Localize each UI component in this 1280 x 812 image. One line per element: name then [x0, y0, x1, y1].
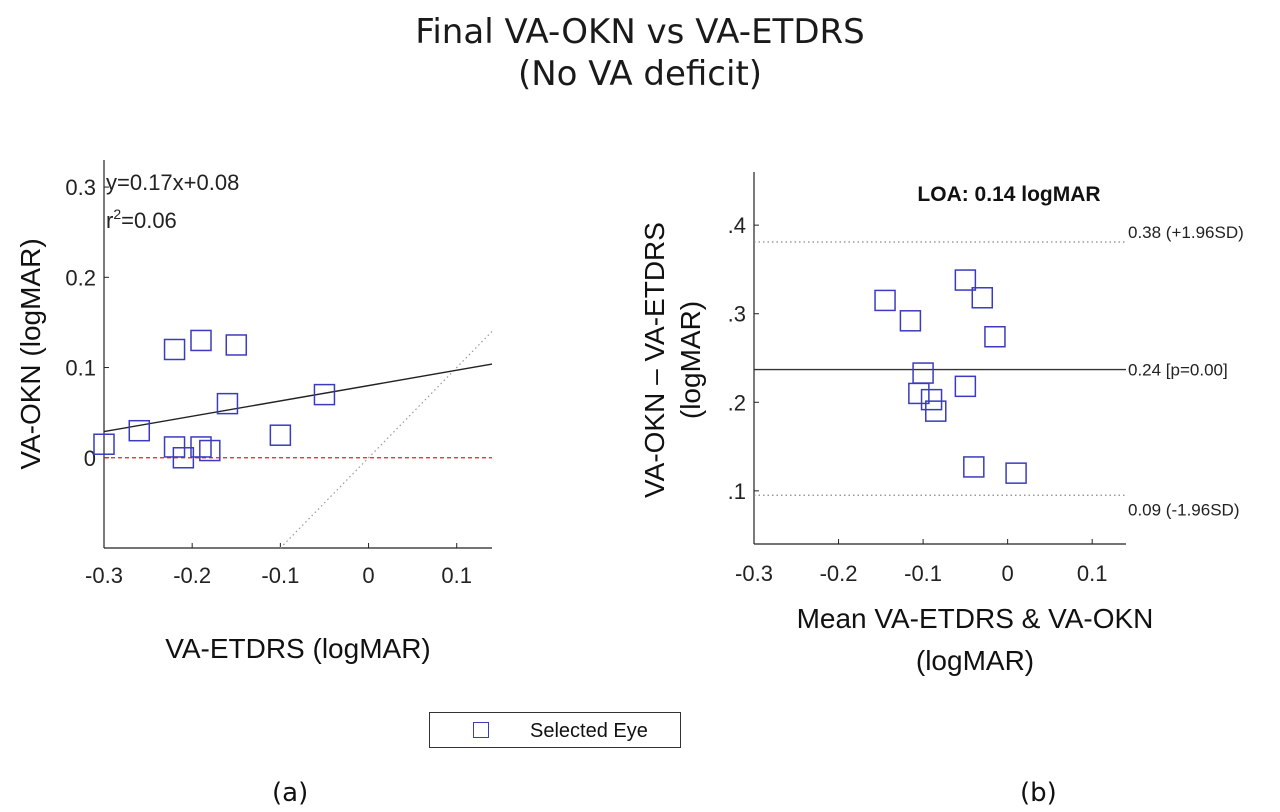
panel-a-data-point [163, 436, 186, 458]
panel-b-x-axis-label-line1: Mean VA-ETDRS & VA-OKN [797, 603, 1154, 634]
panel-a-equation-annotation: y=0.17x+0.08 [106, 170, 239, 195]
panel-b-mean-difference-label: 0.24 [p=0.00] [1128, 361, 1228, 380]
panel-a-y-axis-label: VA-OKN (logMAR) [15, 238, 46, 469]
panel-a-data-point [225, 334, 248, 356]
panel-a-data-point [93, 433, 115, 455]
panel-a-data-point [128, 419, 151, 442]
panel-b-data-point [963, 456, 985, 478]
panel-b-data-point [954, 375, 977, 398]
panel-b-x-axis-label-line2: (logMAR) [916, 645, 1034, 676]
panel-b-x-tick-label: 0 [1002, 561, 1014, 586]
panel-b-data-point [925, 400, 947, 422]
panel-b-y-tick-label: .1 [728, 479, 746, 504]
panel-a-r2-annotation: r2=0.06 [106, 206, 177, 233]
panel-a-data-point [199, 439, 221, 462]
panel-b-y-tick-label: .3 [728, 302, 746, 327]
legend: Selected Eye [429, 712, 681, 748]
panel-a-y-tick-label: 0.3 [65, 175, 96, 200]
panel-a-data-point [190, 436, 212, 458]
subfigure-label-b: (b) [1020, 778, 1057, 808]
panel-b-data-point [984, 325, 1006, 348]
panel-a-data-point [172, 447, 195, 469]
panel-a-regression-line [103, 363, 493, 433]
panel-b-data-point [971, 287, 994, 309]
legend-label: Selected Eye [530, 720, 648, 742]
panel-a-r2-prefix: r [106, 208, 113, 233]
panel-a-x-axis-label: VA-ETDRS (logMAR) [165, 633, 431, 664]
panel-b-data-point [912, 362, 934, 384]
panel-b-data-point [920, 388, 943, 411]
legend-marker-square-icon [473, 722, 489, 738]
panel-b-data-point [1005, 462, 1027, 484]
panel-b-data-point [874, 289, 896, 312]
panel-a-data-point [163, 338, 186, 361]
panel-a-y-tick-label: 0 [84, 446, 96, 471]
panel-a-data-point [190, 329, 212, 352]
panel-b-x-tick-label: 0.1 [1077, 561, 1108, 586]
panel-b-y-tick-label: .2 [728, 390, 746, 415]
panel-a-identity-line [279, 331, 493, 549]
panel-a-data-point [216, 392, 239, 415]
figure-title-line2: (No VA deficit) [517, 54, 763, 94]
panel-b-lower-loa-label: 0.09 (-1.96SD) [1128, 500, 1240, 519]
panel-a-data-point [269, 424, 292, 446]
panel-b-title: LOA: 0.14 logMAR [917, 183, 1100, 206]
subfigure-label-a: (a) [272, 778, 309, 808]
panel-a-x-tick-label: -0.3 [85, 563, 123, 588]
panel-a-x-tick-label: 0 [362, 563, 374, 588]
panel-b-data-point [954, 269, 977, 291]
panel-a-x-tick-label: -0.2 [173, 563, 211, 588]
panel-b-upper-loa-label: 0.38 (+1.96SD) [1128, 223, 1244, 242]
figure-title-line1: Final VA-OKN vs VA-ETDRS [415, 12, 865, 52]
panel-b-x-tick-label: -0.2 [820, 561, 858, 586]
panel-a-x-tick-label: 0.1 [441, 563, 472, 588]
panel-a-x-tick-label: -0.1 [261, 563, 299, 588]
panel-a-data-point [313, 383, 336, 406]
panel-b-data-point [899, 310, 922, 332]
panel-a-y-tick-label: 0.2 [65, 265, 96, 290]
panel-a-r2-superscript: 2 [113, 206, 121, 222]
panel-a-r2-suffix: =0.06 [121, 208, 177, 233]
panel-b-y-tick-label: .4 [728, 213, 746, 238]
panel-b-y-axis-label-line1: VA-OKN – VA-ETDRS [639, 222, 670, 498]
panel-b-y-axis-label-line2: (logMAR) [675, 301, 706, 419]
panel-a-y-tick-label: 0.1 [65, 356, 96, 381]
panel-b-x-tick-label: -0.3 [735, 561, 773, 586]
panel-b-x-tick-label: -0.1 [904, 561, 942, 586]
